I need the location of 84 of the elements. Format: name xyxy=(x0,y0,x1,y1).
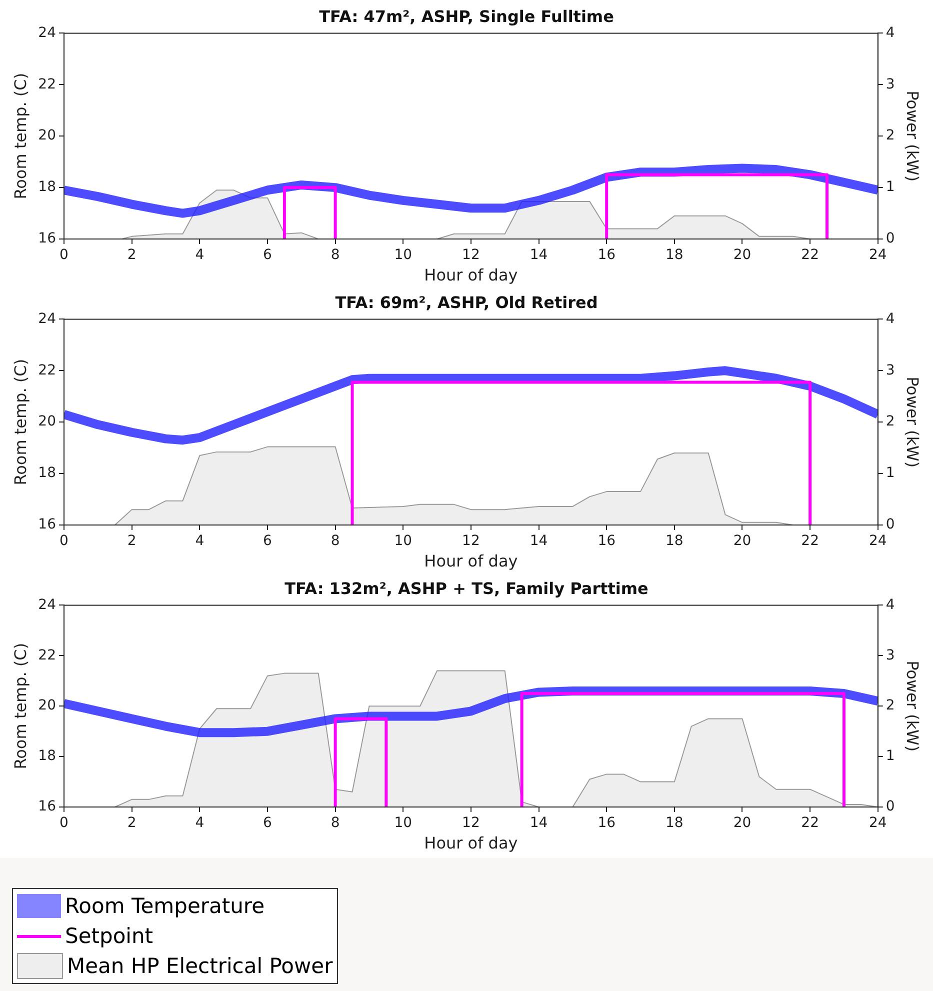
x-tick-label: 8 xyxy=(330,815,340,832)
y-tick-label: 16 xyxy=(38,516,56,533)
y-tick-label: 24 xyxy=(38,596,56,613)
y2-tick-label: 3 xyxy=(886,647,895,664)
x-tick-label: 22 xyxy=(801,533,819,550)
y-tick-label: 20 xyxy=(38,128,56,144)
chart-title: TFA: 47m², ASHP, Single Fulltime xyxy=(319,6,614,26)
x-tick-label: 14 xyxy=(530,815,548,832)
x-axis-title: Hour of day xyxy=(424,266,518,285)
y-tick-label: 22 xyxy=(38,647,56,664)
y2-tick-label: 2 xyxy=(886,414,895,430)
legend-label: Mean HP Electrical Power xyxy=(67,954,333,978)
y2-tick-label: 4 xyxy=(886,310,895,327)
x-tick-label: 24 xyxy=(868,533,887,550)
x-tick-label: 10 xyxy=(394,533,412,550)
y-tick-label: 20 xyxy=(38,414,56,430)
x-tick-label: 0 xyxy=(60,247,68,264)
y2-axis-title: Power (kW) xyxy=(903,660,922,752)
y2-tick-label: 0 xyxy=(886,798,895,815)
x-tick-label: 24 xyxy=(868,815,887,832)
chart-title: TFA: 132m², ASHP + TS, Family Parttime xyxy=(284,578,649,598)
x-tick-label: 20 xyxy=(733,815,752,832)
y2-tick-label: 0 xyxy=(886,230,895,247)
y2-tick-label: 4 xyxy=(886,24,895,41)
legend-label: Setpoint xyxy=(65,924,154,948)
x-tick-label: 22 xyxy=(801,247,819,264)
y-axis-title: Room temp. (C) xyxy=(10,642,30,770)
y2-tick-label: 3 xyxy=(886,362,895,378)
x-tick-label: 14 xyxy=(530,247,548,264)
y-tick-label: 16 xyxy=(38,798,56,815)
legend-label: Room Temperature xyxy=(65,894,264,918)
x-tick-label: 18 xyxy=(666,533,684,550)
y-axis-title: Room temp. (C) xyxy=(10,358,30,486)
x-tick-label: 2 xyxy=(127,815,136,832)
y-tick-label: 24 xyxy=(38,24,56,41)
x-tick-label: 8 xyxy=(330,247,340,264)
x-tick-label: 14 xyxy=(530,533,548,550)
y-tick-label: 18 xyxy=(38,465,56,482)
y-tick-label: 24 xyxy=(38,310,56,327)
y-axis-title: Room temp. (C) xyxy=(10,72,30,200)
y-tick-label: 22 xyxy=(38,76,56,92)
x-tick-label: 6 xyxy=(263,815,272,832)
y2-tick-label: 3 xyxy=(886,76,895,92)
chart-title: TFA: 69m², ASHP, Old Retired xyxy=(335,292,598,312)
x-tick-label: 6 xyxy=(263,247,272,264)
x-tick-label: 12 xyxy=(462,533,480,550)
x-tick-label: 18 xyxy=(666,815,684,832)
y2-tick-label: 1 xyxy=(886,179,895,196)
x-tick-label: 20 xyxy=(733,247,752,264)
x-axis-title: Hour of day xyxy=(424,834,518,853)
x-tick-label: 18 xyxy=(666,247,684,264)
x-tick-label: 10 xyxy=(394,247,412,264)
y2-tick-label: 1 xyxy=(886,748,895,764)
y-tick-label: 20 xyxy=(38,698,56,714)
x-tick-label: 4 xyxy=(195,815,204,832)
x-tick-label: 16 xyxy=(598,247,616,264)
x-tick-label: 24 xyxy=(868,247,887,264)
x-tick-label: 2 xyxy=(127,247,136,264)
y-tick-label: 18 xyxy=(38,748,56,764)
x-tick-label: 0 xyxy=(60,533,68,550)
y2-tick-label: 2 xyxy=(886,698,895,714)
y2-tick-label: 1 xyxy=(886,465,895,482)
y2-axis-title: Power (kW) xyxy=(903,90,922,182)
y2-tick-label: 2 xyxy=(886,128,895,144)
x-axis-title: Hour of day xyxy=(424,552,518,571)
x-tick-label: 6 xyxy=(263,533,272,550)
x-tick-label: 4 xyxy=(195,247,204,264)
y-tick-label: 22 xyxy=(38,362,56,378)
x-tick-label: 2 xyxy=(127,533,136,550)
y2-axis-title: Power (kW) xyxy=(903,376,922,468)
x-tick-label: 22 xyxy=(801,815,819,832)
x-tick-label: 12 xyxy=(462,815,480,832)
x-tick-label: 4 xyxy=(195,533,204,550)
y2-tick-label: 0 xyxy=(886,516,895,533)
x-tick-label: 16 xyxy=(598,533,616,550)
x-tick-label: 20 xyxy=(733,533,752,550)
y-tick-label: 18 xyxy=(38,179,56,196)
x-tick-label: 0 xyxy=(60,815,68,832)
x-tick-label: 12 xyxy=(462,247,480,264)
y-tick-label: 16 xyxy=(38,230,56,247)
x-tick-label: 10 xyxy=(394,815,412,832)
x-tick-label: 8 xyxy=(330,533,340,550)
x-tick-label: 16 xyxy=(598,815,616,832)
y2-tick-label: 4 xyxy=(886,596,895,613)
